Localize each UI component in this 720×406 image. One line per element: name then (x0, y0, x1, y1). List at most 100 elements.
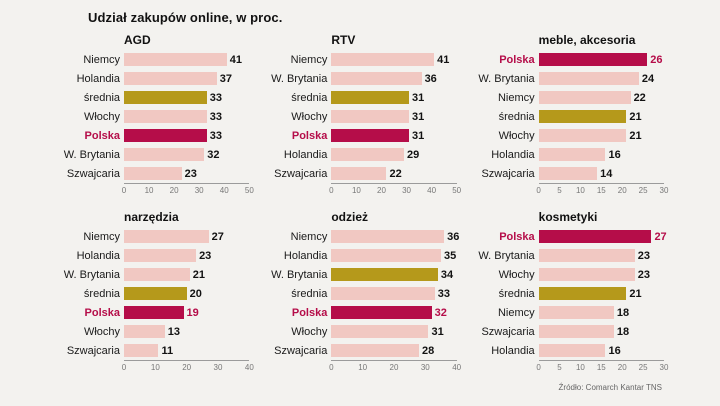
bar-label: Niemcy (83, 230, 120, 243)
bar-row: Polska 33 (56, 126, 249, 145)
bar (124, 148, 205, 161)
bar-label: Szwajcaria (481, 167, 535, 180)
source-credit: Źródło: Comarch Kantar TNS (558, 383, 662, 392)
bar (538, 287, 627, 300)
bar-label: Niemcy (497, 306, 535, 319)
bar (538, 129, 627, 142)
bar-label: Holandia (76, 249, 120, 262)
bar-label: średnia (83, 91, 120, 104)
bar-label: W. Brytania (478, 72, 535, 85)
axis-tick-label: 20 (182, 363, 192, 372)
bar-label: Holandia (491, 344, 535, 357)
bar-track: 23 (538, 268, 664, 282)
axis-tick-label: 10 (351, 186, 361, 195)
bar-value: 31 (412, 110, 425, 123)
bar-value: 16 (608, 148, 621, 161)
chart-title: odzież (331, 210, 368, 224)
bar-track: 23 (124, 249, 249, 263)
bar (538, 72, 639, 85)
bar-value: 21 (629, 110, 642, 123)
chart-title: narzędzia (124, 210, 179, 224)
axis-tick-label: 30 (213, 363, 223, 372)
bar-row: Holandia 16 (471, 341, 664, 360)
bar-label: Niemcy (290, 53, 328, 66)
bar-label: Polska (499, 53, 535, 66)
x-axis: 0 10 20 30 40 50 (122, 183, 254, 198)
bar-label: Polska (291, 306, 328, 319)
bar-value: 29 (407, 148, 420, 161)
bar-row: Niemcy 22 (471, 88, 664, 107)
bar-value: 31 (412, 91, 425, 104)
bar-value: 23 (637, 249, 650, 262)
bar (538, 230, 652, 243)
bar-value: 27 (211, 230, 224, 243)
bar (331, 110, 410, 123)
bar (124, 167, 182, 180)
bar-label: Niemcy (497, 91, 535, 104)
bar-label: średnia (498, 110, 535, 123)
bar-label: średnia (498, 287, 535, 300)
bar-value: 41 (437, 53, 450, 66)
bar-track: 14 (538, 167, 664, 181)
bar-track: 24 (538, 72, 664, 86)
bar (331, 230, 445, 243)
bar-value: 21 (629, 129, 642, 142)
bar-label: Niemcy (290, 230, 328, 243)
bar (331, 287, 435, 300)
bar-track: 33 (124, 129, 249, 143)
bar-value: 33 (209, 91, 222, 104)
bar-label: Polska (84, 129, 120, 142)
axis-tick-label: 30 (194, 186, 204, 195)
bar-track: 31 (331, 325, 456, 339)
bar-label: średnia (291, 91, 328, 104)
bar-track: 32 (331, 306, 456, 320)
bar-value: 33 (209, 129, 222, 142)
bar-value: 37 (219, 72, 232, 85)
bar-row: Polska 31 (263, 126, 456, 145)
bar (331, 325, 429, 338)
bar-value: 23 (199, 249, 212, 262)
bar-label: średnia (83, 287, 120, 300)
bar-value: 33 (209, 110, 222, 123)
axis-tick-label: 20 (389, 363, 399, 372)
bar-value: 24 (641, 72, 655, 85)
bar-row: Włochy 33 (56, 107, 249, 126)
axis-tick-label: 5 (557, 186, 562, 195)
bar-track: 33 (124, 110, 249, 124)
axis-tick-label: 20 (169, 186, 179, 195)
bar-value: 33 (437, 287, 450, 300)
axis-tick-label: 10 (575, 363, 585, 372)
axis-tick-label: 20 (617, 363, 627, 372)
axis-tick-label: 40 (244, 363, 254, 372)
bar (124, 249, 197, 262)
bar-label: Polska (499, 230, 535, 243)
axis-tick-label: 20 (617, 186, 627, 195)
axis-tick-label: 10 (144, 186, 154, 195)
bar-label: Włochy (83, 325, 120, 338)
bar-label: Włochy (83, 110, 120, 123)
bar (331, 306, 432, 319)
bar-track: 41 (124, 53, 249, 67)
axis-tick-label: 30 (659, 186, 669, 195)
bar-track: 23 (124, 167, 249, 181)
bar (124, 268, 190, 281)
axis-tick-label: 15 (596, 186, 606, 195)
bar-value: 21 (192, 268, 206, 281)
bar-track: 33 (331, 287, 456, 301)
bar-track: 21 (538, 110, 664, 124)
x-axis: 0 10 20 30 40 (122, 360, 254, 375)
bar-track: 41 (331, 53, 456, 67)
bar-row: Holandia 37 (56, 69, 249, 88)
bar-label: W. Brytania (271, 72, 328, 85)
bar-track: 18 (538, 325, 664, 339)
chart-panel: meble, akcesoria Polska 26 W. Brytania 24 Nie… (471, 33, 668, 198)
bar-track: 34 (331, 268, 456, 282)
axis-tick-label: 30 (402, 186, 411, 195)
bar (538, 249, 635, 262)
bar-row: Szwajcaria 22 (263, 164, 456, 183)
x-axis: 0 5 10 15 20 25 30 (536, 183, 668, 198)
bar-track: 37 (124, 72, 249, 86)
bar-row: Włochy 13 (56, 322, 249, 341)
bar (538, 148, 606, 161)
bar-value: 23 (637, 268, 650, 281)
